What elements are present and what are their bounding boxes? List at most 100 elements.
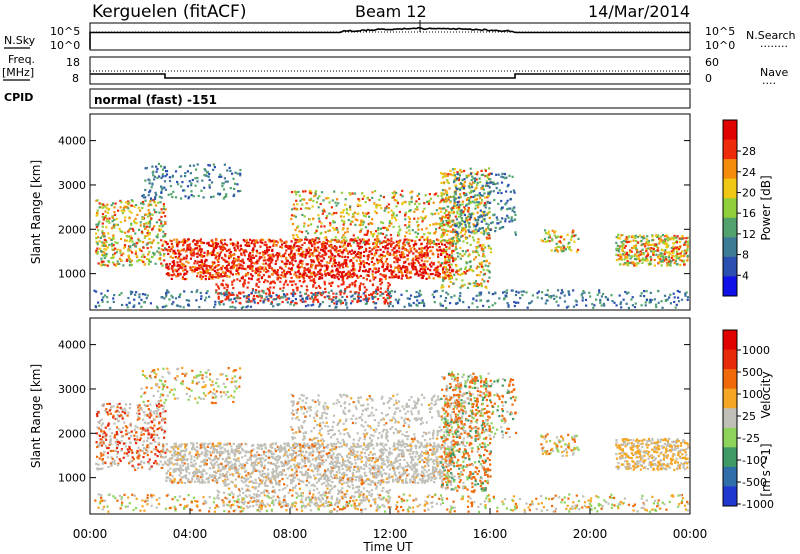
heatmap-cell	[263, 274, 265, 276]
heatmap-cell	[458, 206, 460, 208]
heatmap-cell	[389, 220, 391, 222]
heatmap-cell	[453, 181, 455, 183]
heatmap-cell	[228, 299, 230, 301]
heatmap-cell	[455, 191, 457, 193]
heatmap-cell	[277, 304, 279, 306]
heatmap-cell	[321, 274, 323, 276]
heatmap-cell	[575, 300, 577, 302]
heatmap-cell	[197, 244, 199, 246]
heatmap-cell	[678, 300, 680, 302]
heatmap-cell	[437, 266, 439, 268]
heatmap-cell	[248, 277, 250, 279]
heatmap-cell	[181, 267, 183, 269]
heatmap-cell	[545, 302, 547, 304]
heatmap-cell	[434, 301, 436, 303]
heatmap-cell	[466, 199, 468, 201]
heatmap-cell	[112, 450, 114, 452]
heatmap-cell	[197, 163, 199, 165]
heatmap-cell	[296, 287, 298, 289]
heatmap-cell	[464, 181, 466, 183]
heatmap-cell	[102, 264, 104, 266]
heatmap-cell	[507, 184, 509, 186]
heatmap-cell	[150, 261, 152, 263]
heatmap-cell	[251, 242, 253, 244]
heatmap-cell	[464, 221, 466, 223]
heatmap-cell	[162, 173, 164, 175]
heatmap-cell	[300, 275, 302, 277]
heatmap-cell	[416, 291, 418, 293]
heatmap-cell	[455, 303, 457, 305]
heatmap-cell	[569, 246, 571, 248]
heatmap-cell	[165, 292, 167, 294]
heatmap-cell	[422, 272, 424, 274]
heatmap-cell	[196, 256, 198, 258]
heatmap-cell	[418, 302, 420, 304]
heatmap-cell	[426, 278, 428, 280]
heatmap-cell	[377, 286, 379, 288]
heatmap-cell	[545, 232, 547, 234]
heatmap-cell	[383, 196, 385, 198]
heatmap-cell	[309, 249, 311, 251]
heatmap-cell	[98, 262, 100, 264]
heatmap-cell	[100, 258, 102, 260]
heatmap-cell	[154, 176, 156, 178]
heatmap-cell	[446, 271, 448, 273]
heatmap-cell	[100, 430, 102, 432]
heatmap-cell	[349, 260, 351, 262]
heatmap-cell	[153, 253, 155, 255]
heatmap-cell	[479, 263, 481, 265]
heatmap-cell	[171, 303, 173, 305]
heatmap-cell	[252, 270, 254, 272]
heatmap-cell	[686, 291, 688, 293]
heatmap-cell	[365, 250, 367, 252]
heatmap-cell	[303, 222, 305, 224]
heatmap-cell	[331, 270, 333, 272]
heatmap-cell	[477, 204, 479, 206]
heatmap-cell	[160, 216, 162, 218]
heatmap-cell	[643, 290, 645, 292]
heatmap-cell	[235, 273, 237, 275]
heatmap-cell	[155, 192, 157, 194]
heatmap-cell	[267, 280, 269, 282]
heatmap-cell	[96, 212, 98, 214]
noise-left-label: N.Sky	[4, 34, 36, 47]
heatmap-cell	[301, 204, 303, 206]
heatmap-cell	[253, 243, 255, 245]
heatmap-cell	[160, 426, 162, 428]
station-title: Kerguelen (fitACF)	[92, 2, 246, 22]
frequency-line	[90, 74, 690, 78]
heatmap-cell	[233, 247, 235, 249]
heatmap-cell	[341, 220, 343, 222]
heatmap-cell	[208, 269, 210, 271]
heatmap-cell	[286, 263, 288, 265]
heatmap-cell	[683, 244, 685, 246]
heatmap-cell	[209, 186, 211, 188]
heatmap-cell	[461, 279, 463, 281]
heatmap-cell	[463, 187, 465, 189]
heatmap-cell	[155, 211, 157, 213]
heatmap-cell	[563, 238, 565, 240]
heatmap-cell	[352, 264, 354, 266]
heatmap-cell	[357, 256, 359, 258]
heatmap-cell	[248, 245, 250, 247]
heatmap-cell	[297, 266, 299, 268]
heatmap-cell	[375, 307, 377, 309]
heatmap-cell	[504, 177, 506, 179]
heatmap-cell	[348, 286, 350, 288]
heatmap-cell	[293, 304, 295, 306]
heatmap-cell	[181, 263, 183, 265]
heatmap-cell	[360, 275, 362, 277]
heatmap-cell	[456, 178, 458, 180]
heatmap-cell	[136, 255, 138, 257]
heatmap-cell	[463, 178, 465, 180]
heatmap-cell	[333, 296, 335, 298]
heatmap-cell	[422, 266, 424, 268]
heatmap-cell	[403, 241, 405, 243]
heatmap-cell	[657, 247, 659, 249]
heatmap-cell	[328, 250, 330, 252]
heatmap-cell	[551, 249, 553, 251]
heatmap-cell	[283, 293, 285, 295]
heatmap-cell	[252, 249, 254, 251]
heatmap-cell	[480, 210, 482, 212]
heatmap-cell	[128, 202, 130, 204]
